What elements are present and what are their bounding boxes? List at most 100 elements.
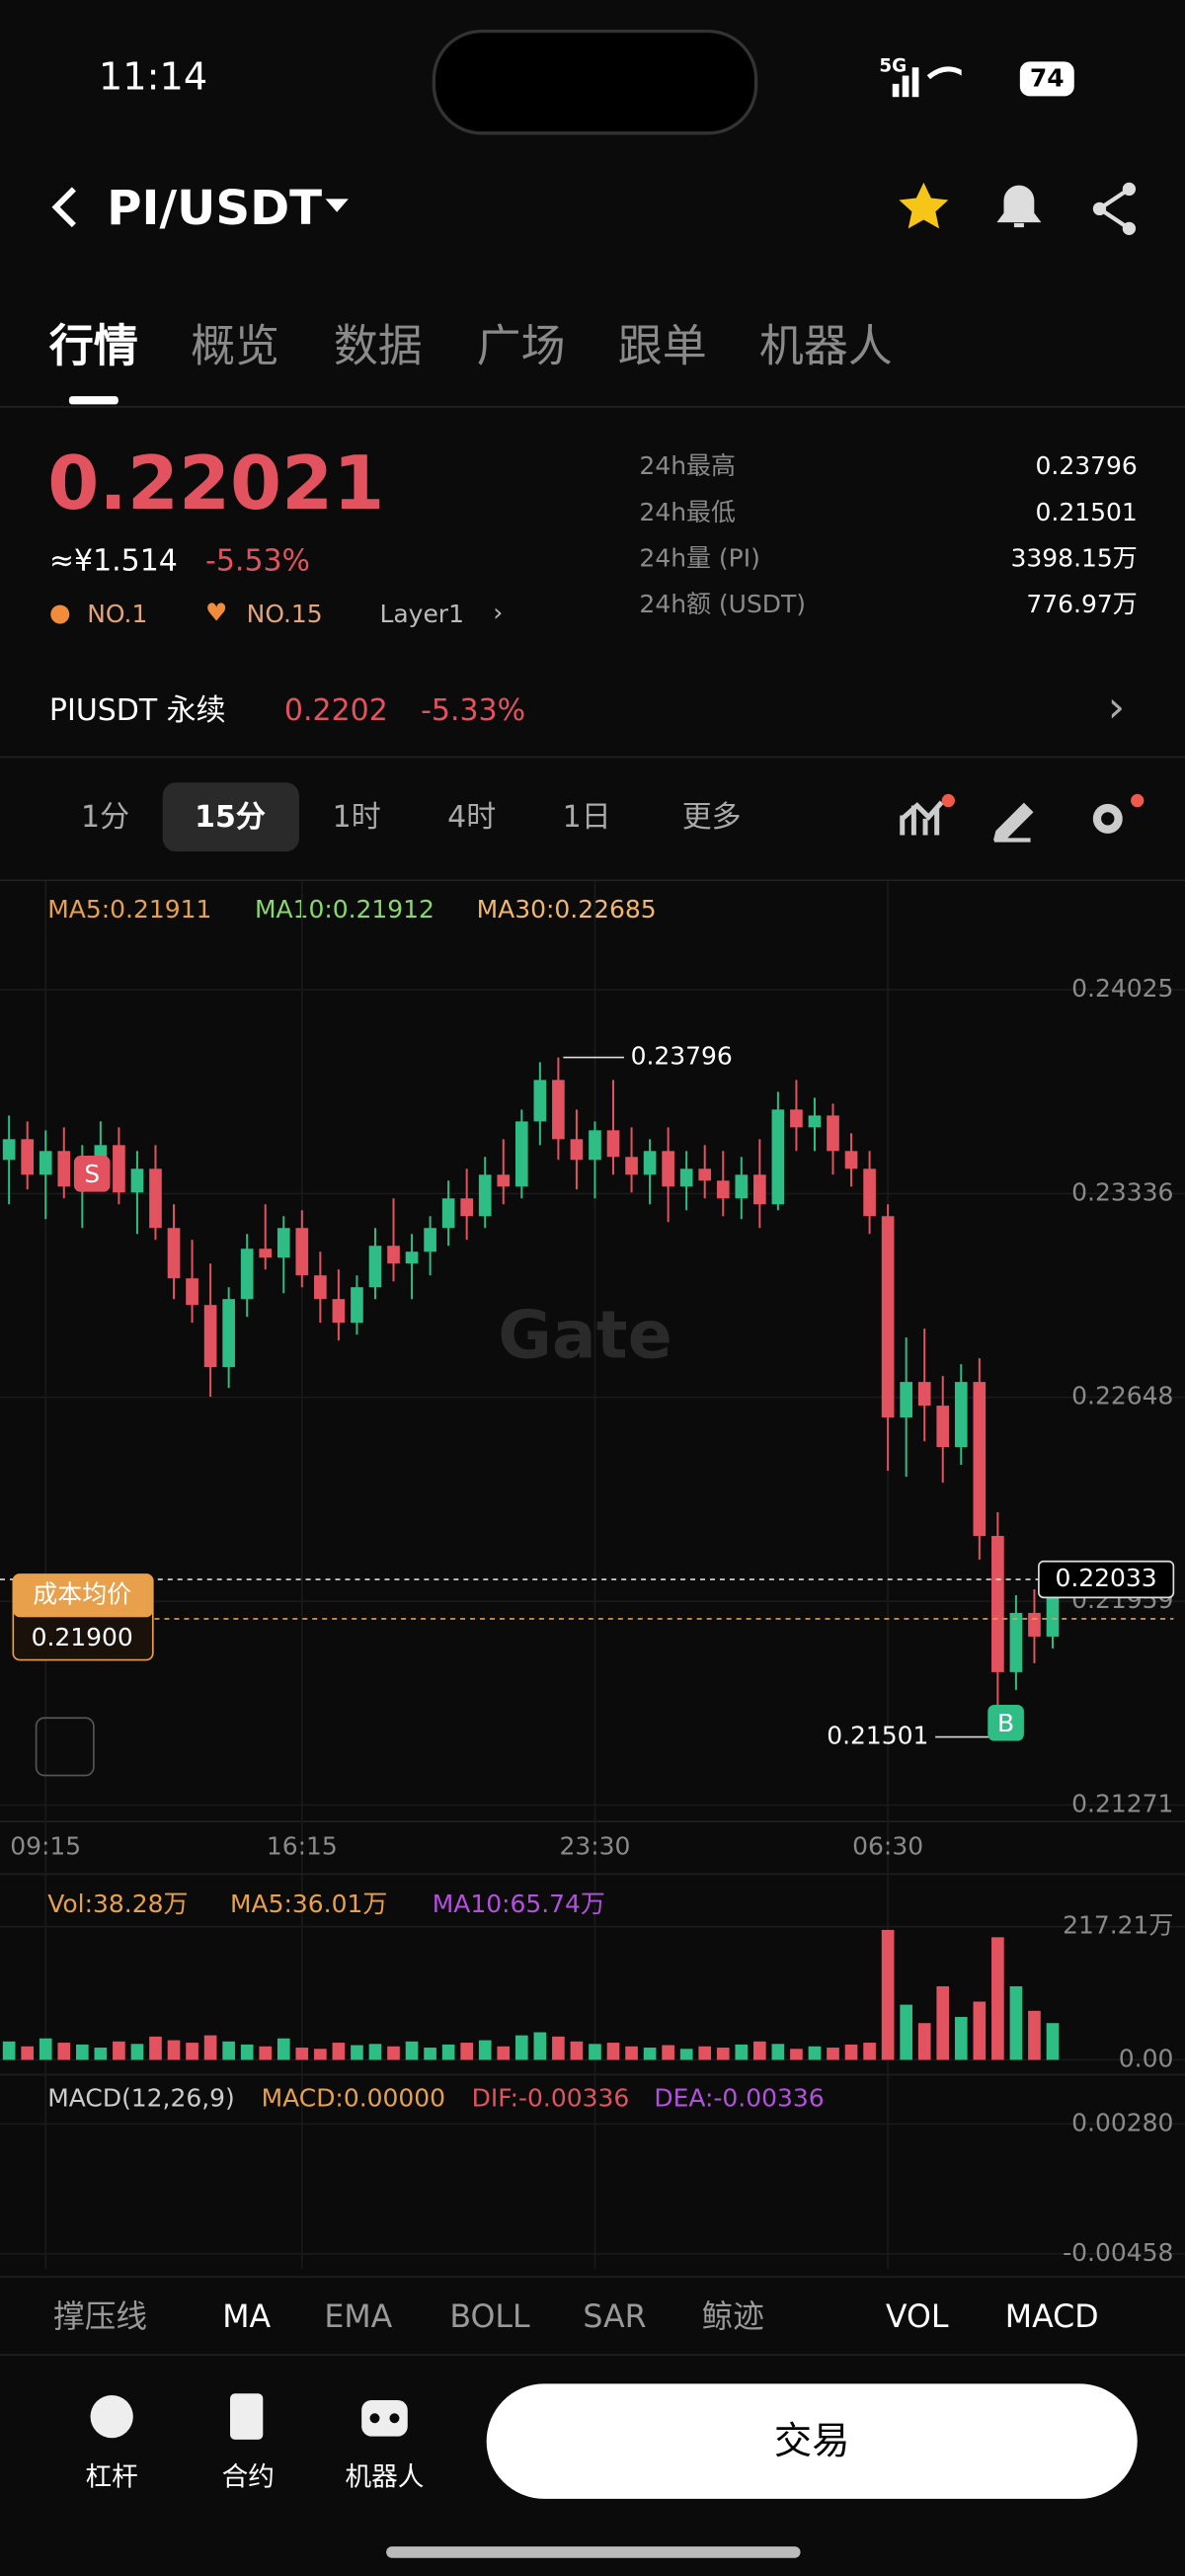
volume-bar [900,2004,912,2060]
indicator-tab[interactable]: VOL [885,2298,949,2336]
nav-icons[interactable] [82,2387,443,2447]
candle-body [497,1174,511,1187]
volume-bar [295,2048,309,2060]
candle-body [478,1174,492,1217]
volume-bar [75,2044,89,2060]
candle-body [753,1174,766,1205]
volume-bar [113,2041,125,2060]
volume-bar [643,2048,657,2060]
volume-bar [441,2044,455,2060]
candle-body [808,1115,822,1128]
candle-body [827,1115,839,1152]
x-tick-label: 23:30 [560,1832,631,1861]
battery: 74 [1019,61,1074,97]
volume-bar [94,2048,108,2060]
cost-value: 0.21900 [32,1623,133,1651]
tab[interactable]: 广场 [476,321,566,372]
indicator-tab[interactable]: BOLL [449,2298,530,2336]
buy-marker-label: B [997,1709,1014,1737]
expand-button[interactable] [35,1717,95,1777]
perp-change: -5.33% [421,693,526,729]
macd-legend: MACD:0.00000 [262,2083,445,2112]
stat-value: 0.23796 [1035,450,1138,481]
rank[interactable]: NO.15 [246,599,323,629]
indicator-tab[interactable]: EMA [324,2298,393,2336]
indicator-tab[interactable]: MACD [1004,2298,1099,2336]
volume-bar [1046,2023,1060,2060]
volume-bar [167,2040,181,2060]
y-tick-label: 0.23336 [1071,1177,1173,1206]
volume-bar [954,2016,968,2060]
stat-value: 3398.15万 [1010,543,1138,574]
volume-bar [240,2044,254,2060]
tab[interactable]: 数据 [333,321,423,372]
candle-body [2,1139,16,1161]
tab[interactable]: 概览 [191,321,279,372]
volume-bar [753,2041,766,2060]
sell-marker [73,1156,111,1192]
dynamic-island [432,29,758,135]
volume-bar [973,2001,987,2060]
volume-bar [351,2045,363,2060]
candle-body [167,1228,181,1279]
change: -5.53% [205,543,311,579]
back-button[interactable] [46,184,86,230]
candle-body [917,1382,931,1407]
stat-label: 24h最低 [639,497,736,527]
volume-bar [808,2046,822,2060]
interval[interactable]: 1日 [562,800,611,836]
volume-bar [276,2038,290,2060]
sector[interactable]: Layer1 [379,599,464,629]
chart-tools[interactable] [896,792,1158,845]
volume-bar [844,2044,858,2060]
perp-name[interactable]: PIUSDT 永续 [48,693,226,729]
volume-bar [827,2048,839,2060]
tab[interactable]: 机器人 [758,321,893,372]
candle-body [552,1080,565,1140]
stat-label: 24h最高 [639,450,736,481]
volume-bar [991,1937,1004,2060]
candle-body [735,1174,749,1199]
trade-button[interactable] [486,2383,1138,2499]
indicator-tab[interactable]: 鲸迹 [701,2298,764,2336]
volume-bar [203,2035,217,2060]
interval[interactable]: 1分 [81,800,130,836]
candle-body [589,1130,601,1161]
candle-body [790,1109,803,1128]
pair-title[interactable]: PI/USDT [107,180,323,236]
low-label: 0.21501 [827,1722,928,1750]
candle-body [424,1228,436,1252]
nav-label[interactable]: 合约 [221,2460,275,2493]
tab[interactable]: 行情 [48,321,138,372]
candle-body [39,1151,52,1175]
nav-label[interactable]: 机器人 [345,2460,425,2493]
volume-bar [405,2041,419,2060]
nav-label[interactable]: 杠杆 [85,2460,138,2493]
trade-button-label[interactable]: 交易 [773,2420,850,2464]
tab[interactable]: 跟单 [617,321,707,372]
rank[interactable]: NO.1 [87,599,148,629]
volume-bar [1009,1985,1023,2060]
candle-body [387,1246,400,1264]
x-tick-label: 09:15 [10,1832,81,1861]
candle-body [240,1248,254,1300]
indicator-tab[interactable]: 撑压线 [53,2298,147,2336]
interval[interactable]: 1时 [332,800,381,836]
interval[interactable]: 15分 [195,800,266,836]
volume-bar [606,2043,620,2060]
volume-bar [460,2043,474,2060]
indicator-tab[interactable]: MA [222,2298,272,2336]
candle-body [186,1278,198,1306]
volume-bar [735,2044,749,2060]
dropdown[interactable] [322,194,355,216]
vol-legend: MA5:36.01万 [230,1890,387,1918]
volume-bar [314,2049,327,2060]
candle-body [314,1275,327,1300]
volume-bar [936,1985,950,2060]
indicator-tab[interactable]: SAR [583,2298,647,2336]
volume-bar [368,2044,382,2060]
header-icons[interactable] [896,178,1143,240]
interval[interactable]: 更多 [681,800,742,836]
vol-legend: MA10:65.74万 [433,1890,605,1918]
interval[interactable]: 4时 [447,800,497,836]
